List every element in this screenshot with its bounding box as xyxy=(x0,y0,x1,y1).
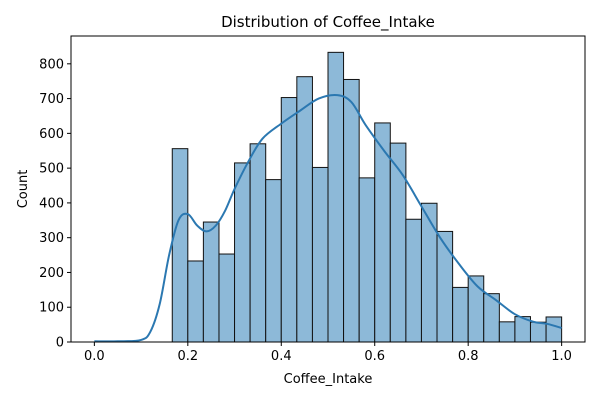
histogram-bar xyxy=(202,221,220,343)
histogram-bar xyxy=(389,142,407,343)
x-tick-label: 0.0 xyxy=(84,349,105,364)
y-tick-label: 600 xyxy=(39,127,64,142)
histogram-bar xyxy=(171,148,189,343)
histogram-bar xyxy=(280,97,298,343)
y-tick-label: 700 xyxy=(39,92,64,107)
x-tick-label: 1.0 xyxy=(551,349,572,364)
histogram-bar xyxy=(358,177,376,343)
histogram-bar xyxy=(420,202,438,343)
histogram-bar xyxy=(436,230,454,343)
y-tick-label: 0 xyxy=(56,336,64,351)
kde-group xyxy=(94,93,562,343)
y-tick-label: 800 xyxy=(39,57,64,72)
histogram-bar xyxy=(452,286,469,343)
histogram-bar xyxy=(498,321,516,343)
histogram-bar xyxy=(311,166,329,343)
histogram-bar xyxy=(265,179,282,343)
y-axis-ticks: 0 100 200 300 400 500 600 700 800 xyxy=(39,57,71,351)
x-tick-label: 0.6 xyxy=(364,349,385,364)
x-tick-label: 0.2 xyxy=(177,349,198,364)
y-tick-label: 500 xyxy=(39,162,64,177)
x-axis-label: Coffee_Intake xyxy=(284,372,373,387)
chart-title: Distribution of Coffee_Intake xyxy=(221,13,435,32)
y-tick-label: 200 xyxy=(39,266,64,281)
histogram-bar xyxy=(405,218,422,343)
histogram-bar xyxy=(249,143,267,343)
plot-frame xyxy=(70,35,586,343)
y-tick-label: 400 xyxy=(39,196,64,211)
histogram-bar xyxy=(296,76,313,343)
y-tick-label: 300 xyxy=(39,231,64,246)
x-tick-label: 0.8 xyxy=(458,349,479,364)
y-tick-label: 100 xyxy=(39,301,64,316)
histogram-bar xyxy=(187,260,204,343)
y-axis-label: Count xyxy=(16,170,31,209)
bars-group xyxy=(171,51,563,343)
x-tick-label: 0.4 xyxy=(271,349,292,364)
histogram-bar xyxy=(545,316,563,343)
histogram-bar xyxy=(234,162,251,343)
histogram-bar xyxy=(343,78,360,343)
histogram-bar xyxy=(529,321,547,343)
kde-line xyxy=(94,93,562,343)
histogram-bar xyxy=(218,253,236,343)
x-axis-ticks: 0.0 0.2 0.4 0.6 0.8 1.0 xyxy=(84,342,572,364)
